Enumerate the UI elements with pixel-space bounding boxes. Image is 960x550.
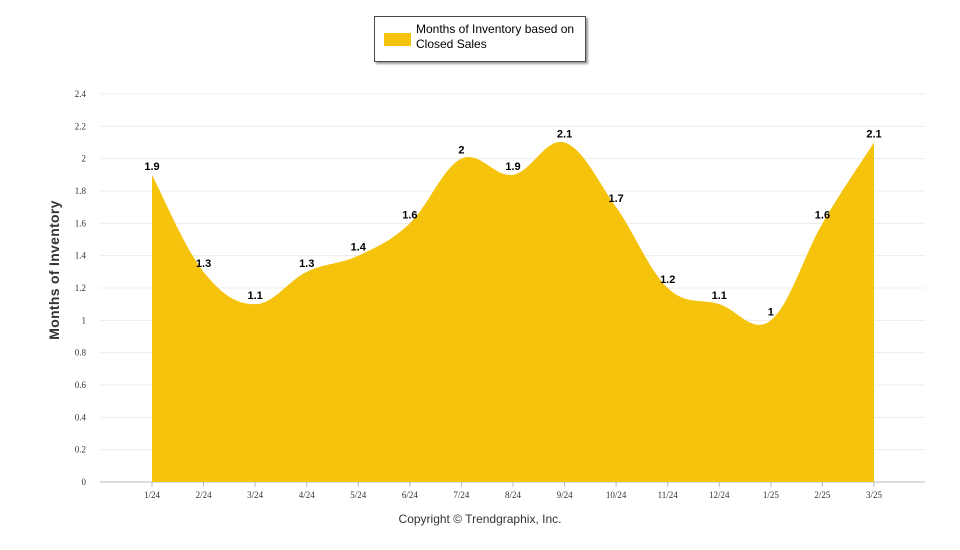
data-label: 1.7 — [608, 193, 623, 205]
area-series — [152, 141, 874, 482]
x-tick-label: 4/24 — [299, 490, 316, 500]
legend-label: Months of Inventory based on Closed Sale… — [416, 22, 575, 51]
y-tick-label: 1.6 — [75, 218, 87, 228]
data-label: 2.1 — [557, 129, 572, 141]
data-label: 1.3 — [196, 258, 211, 270]
y-tick-label: 0.4 — [75, 412, 87, 422]
x-tick-label: 1/25 — [763, 490, 780, 500]
x-tick-label: 1/24 — [144, 490, 161, 500]
data-label: 1 — [768, 306, 774, 318]
y-tick-label: 0 — [82, 477, 87, 487]
data-label: 1.4 — [351, 242, 367, 254]
data-label: 1.9 — [144, 161, 159, 173]
x-tick-label: 6/24 — [402, 490, 419, 500]
y-tick-label: 2.4 — [75, 89, 87, 99]
x-tick-label: 7/24 — [453, 490, 470, 500]
x-tick-label: 3/25 — [866, 490, 883, 500]
data-label: 2 — [458, 145, 464, 157]
data-label: 1.1 — [712, 290, 727, 302]
x-tick-label: 2/24 — [196, 490, 213, 500]
data-label: 2.1 — [866, 129, 881, 141]
x-tick-label: 12/24 — [709, 490, 730, 500]
x-tick-label: 10/24 — [606, 490, 627, 500]
x-tick-label: 8/24 — [505, 490, 522, 500]
y-tick-label: 1.8 — [75, 186, 87, 196]
legend-swatch — [384, 33, 411, 46]
x-tick-label: 2/25 — [814, 490, 831, 500]
y-tick-label: 2 — [82, 154, 87, 164]
data-label: 1.6 — [815, 209, 830, 221]
data-label: 1.2 — [660, 274, 675, 286]
y-tick-label: 2.2 — [75, 121, 86, 131]
y-tick-label: 0.6 — [75, 380, 87, 390]
x-tick-label: 9/24 — [557, 490, 574, 500]
data-label: 1.9 — [505, 161, 520, 173]
y-tick-label: 0.8 — [75, 348, 87, 358]
y-axis-title: Months of Inventory — [46, 200, 62, 340]
data-label: 1.3 — [299, 258, 314, 270]
x-tick-label: 11/24 — [658, 490, 679, 500]
y-tick-label: 0.2 — [75, 445, 86, 455]
data-label: 1.6 — [402, 209, 417, 221]
x-tick-label: 5/24 — [350, 490, 367, 500]
x-tick-label: 3/24 — [247, 490, 264, 500]
copyright-text: Copyright © Trendgraphix, Inc. — [398, 512, 562, 526]
y-tick-label: 1 — [82, 315, 87, 325]
y-tick-label: 1.4 — [75, 251, 87, 261]
data-label: 1.1 — [247, 290, 262, 302]
y-tick-label: 1.2 — [75, 283, 86, 293]
chart-legend: Months of Inventory based on Closed Sale… — [374, 16, 586, 62]
